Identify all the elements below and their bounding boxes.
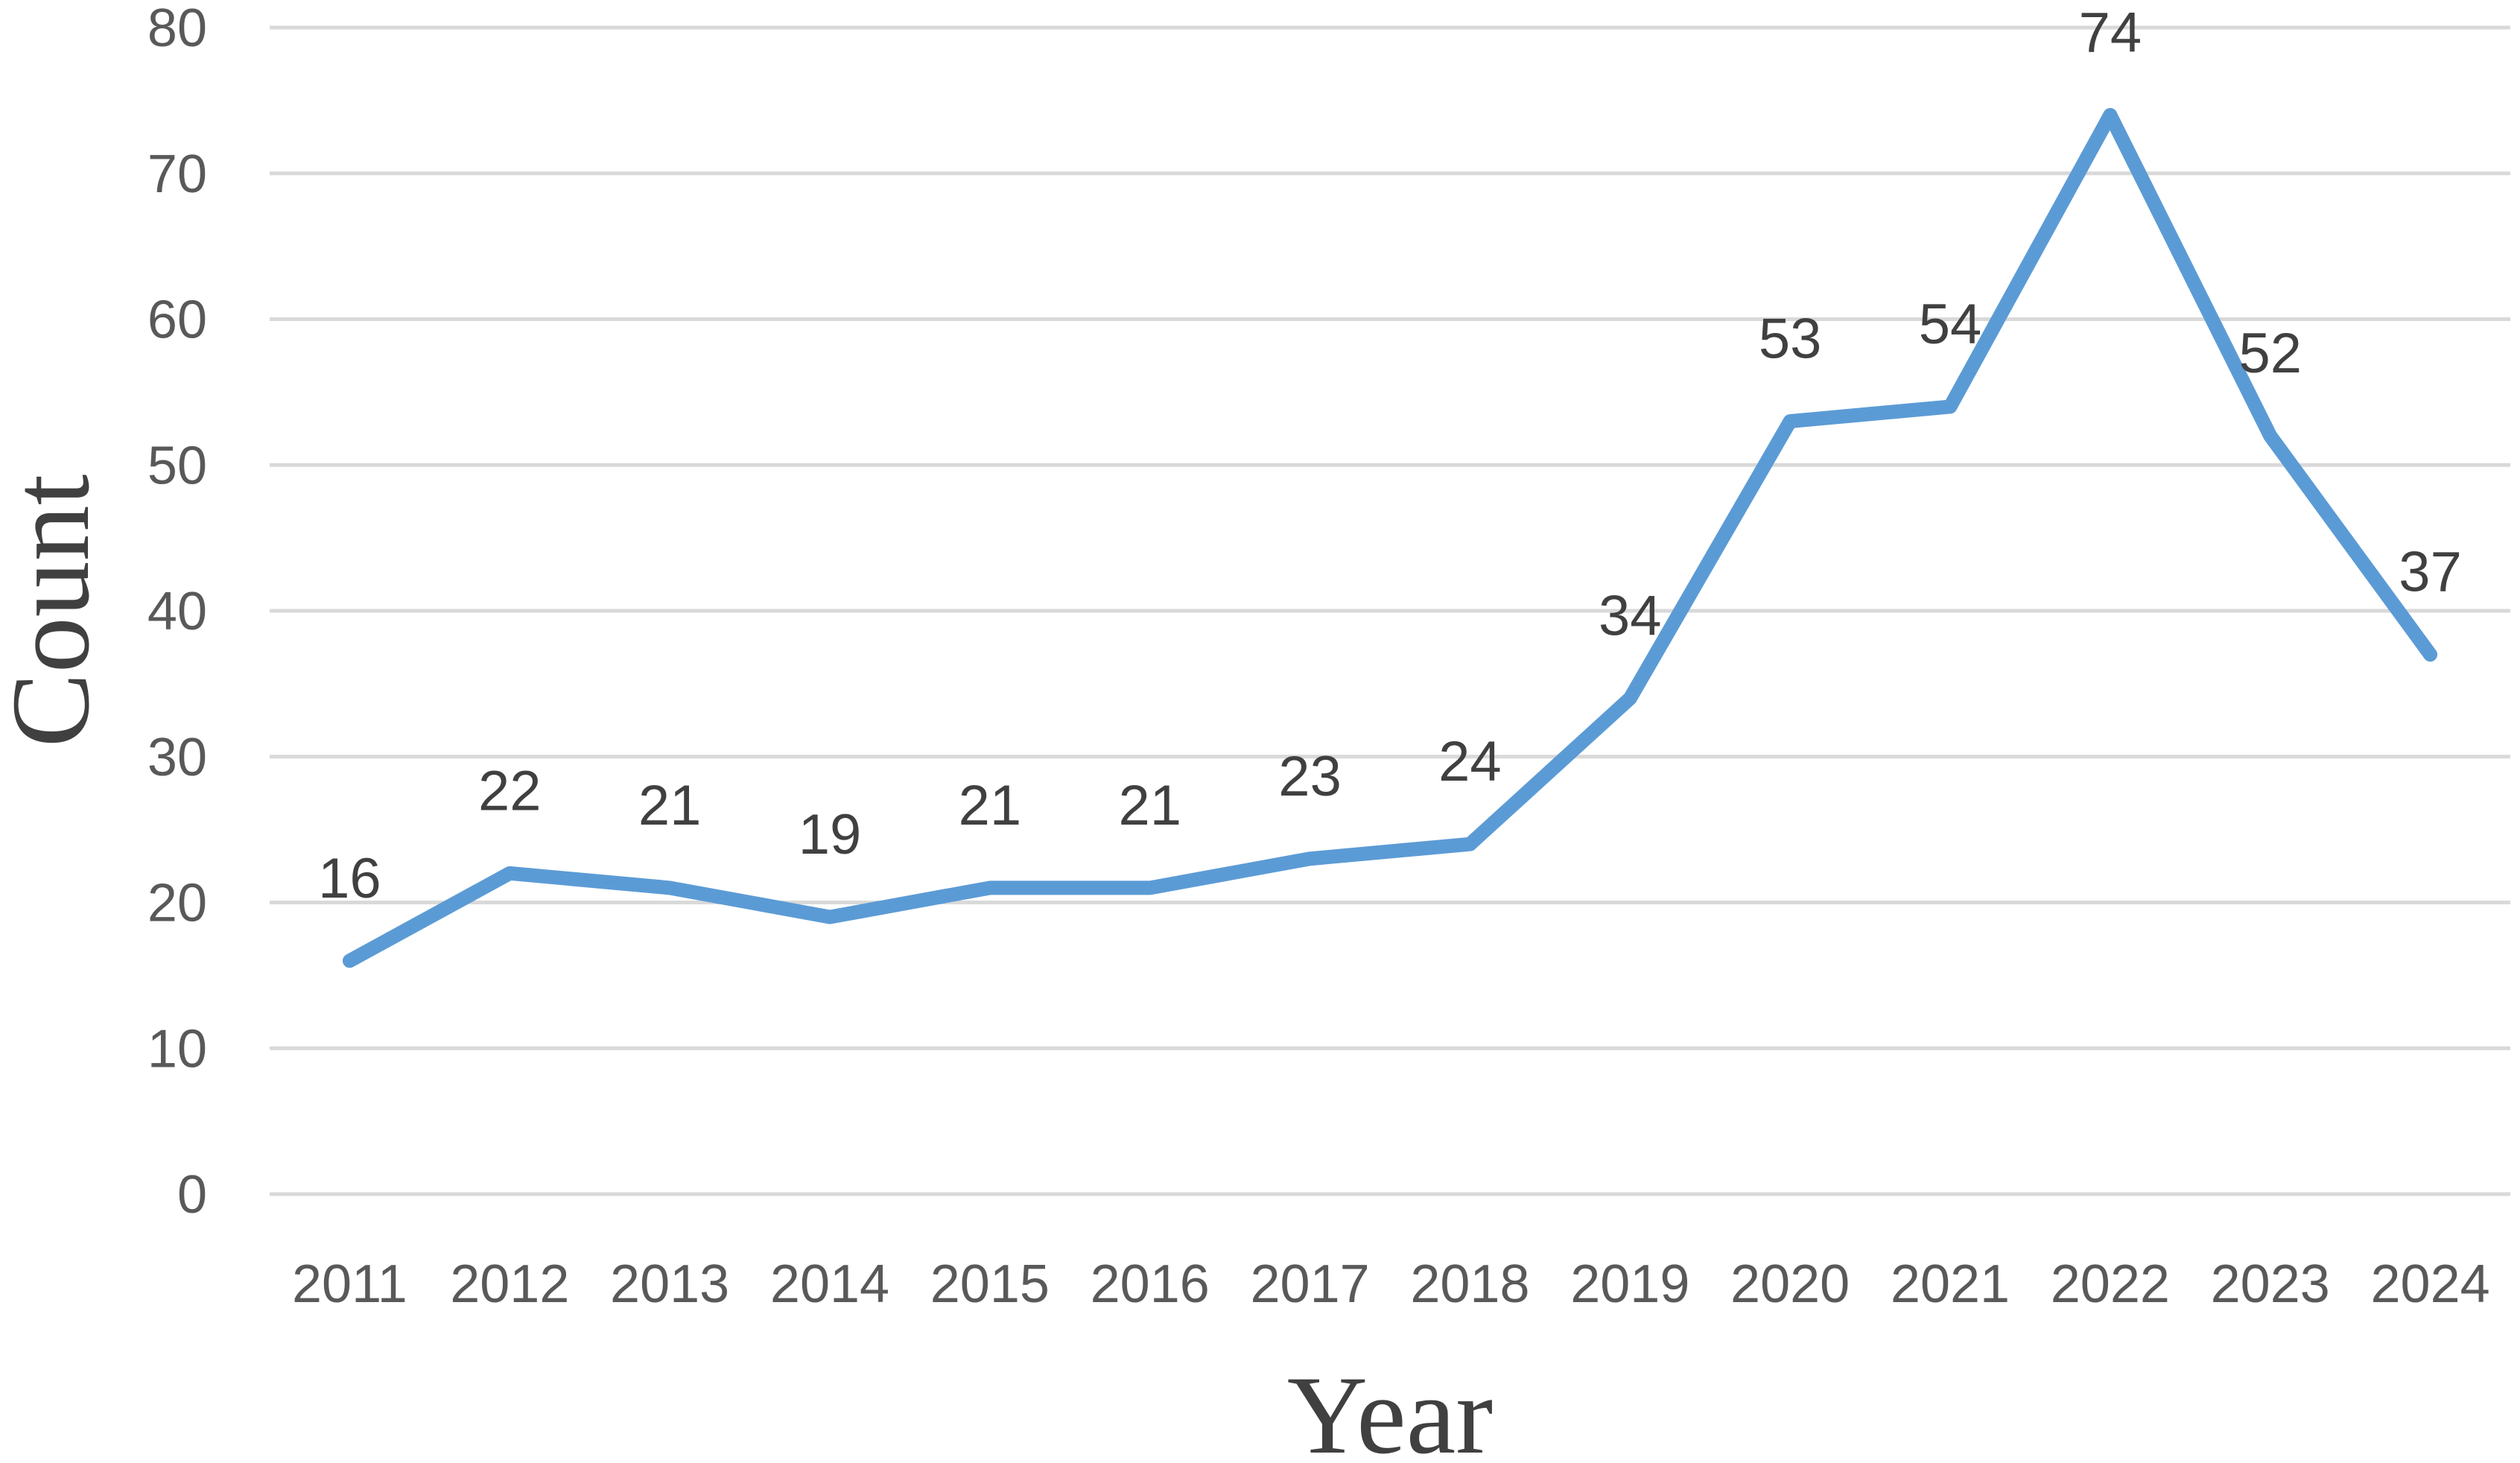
data-label: 21 bbox=[959, 774, 1022, 837]
data-point bbox=[1789, 421, 1791, 422]
data-point bbox=[1469, 843, 1470, 845]
y-tick-label: 80 bbox=[147, 0, 207, 58]
x-tick-label: 2018 bbox=[1410, 1254, 1529, 1314]
x-tick-label: 2024 bbox=[2370, 1254, 2489, 1314]
x-tick-label: 2011 bbox=[292, 1254, 407, 1314]
data-label: 74 bbox=[2079, 1, 2142, 64]
data-label: 53 bbox=[1759, 308, 1822, 371]
y-axis-title: Count bbox=[0, 475, 112, 748]
x-tick-label: 2017 bbox=[1250, 1254, 1369, 1314]
data-point bbox=[669, 887, 670, 889]
data-labels: 16 22 21 19 21 21 23 24 34 53 54 74 52 37 bbox=[318, 1, 2462, 910]
data-label: 24 bbox=[1438, 730, 1502, 793]
data-label: 21 bbox=[638, 774, 702, 837]
y-tick-label: 60 bbox=[147, 291, 207, 350]
series-line bbox=[342, 107, 2438, 968]
y-axis-ticks: 0 10 20 30 40 50 60 70 80 bbox=[147, 0, 207, 1225]
data-point bbox=[2270, 435, 2271, 437]
data-label: 54 bbox=[1919, 293, 1982, 356]
data-label: 21 bbox=[1118, 774, 1181, 837]
x-tick-label: 2012 bbox=[450, 1254, 569, 1314]
data-label: 16 bbox=[318, 847, 381, 910]
y-tick-label: 70 bbox=[147, 145, 207, 204]
x-axis-ticks: 2011 2012 2013 2014 2015 2016 2017 2018 2019 2020… bbox=[292, 1254, 2490, 1314]
data-point bbox=[1149, 887, 1151, 889]
data-label: 34 bbox=[1599, 584, 1662, 647]
data-label: 22 bbox=[478, 759, 542, 822]
y-tick-label: 10 bbox=[147, 1019, 207, 1079]
data-label: 19 bbox=[799, 803, 862, 866]
y-tick-label: 30 bbox=[147, 728, 207, 787]
x-tick-label: 2016 bbox=[1091, 1254, 1210, 1314]
data-point bbox=[829, 916, 831, 918]
data-label: 37 bbox=[2399, 541, 2462, 604]
data-point bbox=[349, 960, 350, 962]
y-tick-label: 0 bbox=[177, 1165, 207, 1225]
data-point bbox=[2110, 114, 2111, 115]
data-point bbox=[2430, 654, 2431, 656]
data-label: 52 bbox=[2238, 322, 2302, 385]
data-point bbox=[1949, 406, 1951, 407]
y-tick-label: 40 bbox=[147, 582, 207, 641]
x-axis-title: Year bbox=[1287, 1353, 1493, 1463]
data-point bbox=[989, 887, 991, 889]
x-tick-label: 2022 bbox=[2051, 1254, 2170, 1314]
y-tick-label: 50 bbox=[147, 436, 207, 495]
x-tick-label: 2020 bbox=[1730, 1254, 1850, 1314]
x-tick-label: 2021 bbox=[1891, 1254, 2010, 1314]
x-tick-label: 2023 bbox=[2211, 1254, 2330, 1314]
x-tick-label: 2015 bbox=[930, 1254, 1050, 1314]
data-point bbox=[1310, 858, 1311, 860]
x-tick-label: 2014 bbox=[770, 1254, 889, 1314]
data-point bbox=[1629, 697, 1631, 699]
data-label: 23 bbox=[1278, 745, 1342, 808]
data-point bbox=[509, 872, 510, 874]
series-group bbox=[342, 107, 2438, 968]
gridlines bbox=[270, 25, 2510, 1196]
x-tick-label: 2013 bbox=[610, 1254, 729, 1314]
y-tick-label: 20 bbox=[147, 874, 207, 933]
x-tick-label: 2019 bbox=[1570, 1254, 1689, 1314]
